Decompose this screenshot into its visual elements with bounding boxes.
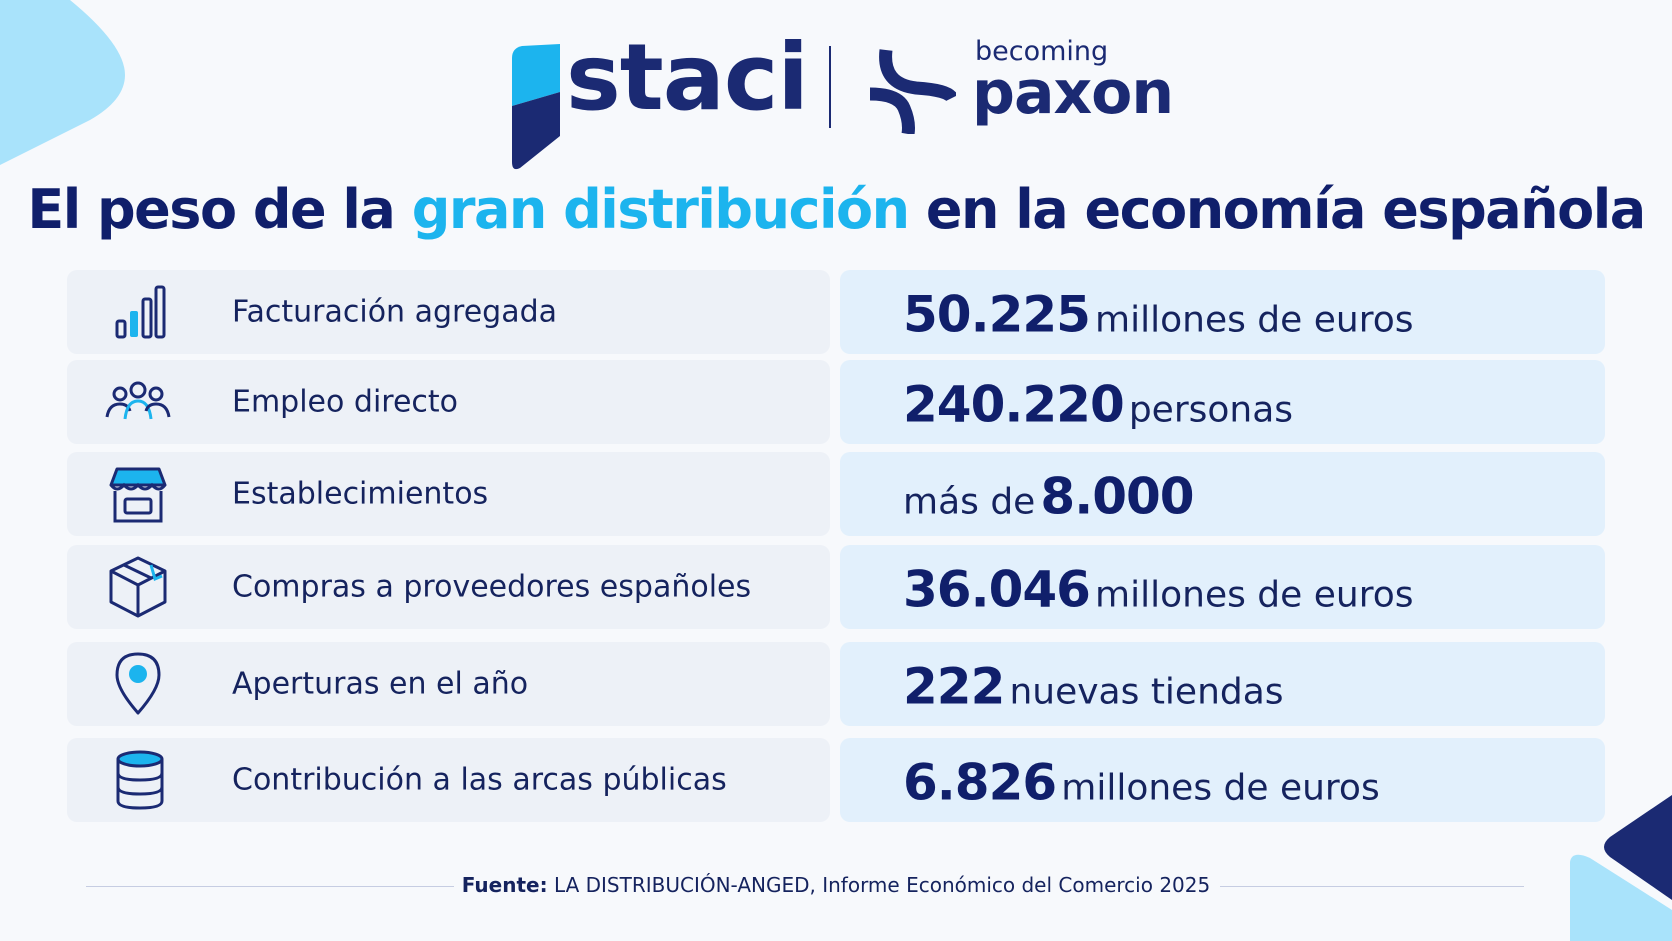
stat-label: Compras a proveedores españoles bbox=[232, 569, 752, 605]
stat-row-empleo: Empleo directo 240.220 personas bbox=[67, 360, 1605, 444]
stat-row-contribucion: Contribución a las arcas públicas 6.826 … bbox=[67, 738, 1605, 822]
stat-value-cell: 50.225 millones de euros bbox=[840, 270, 1605, 354]
title-part-2: en la economía española bbox=[925, 178, 1646, 241]
footer-rule-right bbox=[1220, 886, 1524, 887]
people-icon bbox=[105, 381, 171, 420]
stat-unit: millones de euros bbox=[1095, 574, 1414, 616]
paxon-logo-word: paxon bbox=[972, 58, 1174, 128]
stat-number: 8.000 bbox=[1040, 467, 1194, 526]
stat-value: 222 nuevas tiendas bbox=[903, 657, 1284, 715]
stat-label: Aperturas en el año bbox=[232, 666, 529, 702]
stat-row-establecimientos: Establecimientos más de 8.000 bbox=[67, 452, 1605, 536]
stat-value-cell: 36.046 millones de euros bbox=[840, 545, 1605, 629]
stat-value: 36.046 millones de euros bbox=[903, 560, 1414, 618]
stat-number: 50.225 bbox=[903, 285, 1091, 344]
stat-value-cell: 222 nuevas tiendas bbox=[840, 642, 1605, 726]
stat-label-cell: Empleo directo bbox=[67, 360, 830, 444]
stat-label: Contribución a las arcas públicas bbox=[232, 762, 727, 798]
stat-label: Establecimientos bbox=[232, 476, 489, 512]
page-title: El peso de la gran distribución en la ec… bbox=[0, 178, 1672, 241]
footer-rule-left bbox=[86, 886, 454, 887]
stat-number: 36.046 bbox=[903, 560, 1091, 619]
source-text: LA DISTRIBUCIÓN-ANGED, Informe Económico… bbox=[553, 873, 1211, 897]
coin-stack-icon bbox=[116, 750, 164, 810]
corner-triangle-bottom-right-light bbox=[1570, 854, 1672, 941]
stat-label: Empleo directo bbox=[232, 384, 459, 420]
source-footer: Fuente: LA DISTRIBUCIÓN-ANGED, Informe E… bbox=[0, 873, 1672, 897]
staci-logo-word: staci bbox=[566, 24, 809, 131]
stat-value-cell: 240.220 personas bbox=[840, 360, 1605, 444]
paxon-logo-mark bbox=[869, 49, 956, 134]
stat-label-cell: Compras a proveedores españoles bbox=[67, 545, 830, 629]
stat-label-cell: Contribución a las arcas públicas bbox=[67, 738, 830, 822]
title-accent: gran distribución bbox=[411, 178, 910, 241]
stat-value: 50.225 millones de euros bbox=[903, 285, 1414, 343]
source-label: Fuente: bbox=[461, 873, 548, 897]
storefront-icon bbox=[109, 467, 167, 523]
stat-number: 6.826 bbox=[903, 753, 1057, 812]
corner-triangle-top-left bbox=[0, 0, 125, 165]
stat-label-cell: Aperturas en el año bbox=[67, 642, 830, 726]
stat-number: 240.220 bbox=[903, 375, 1125, 434]
logo-divider bbox=[829, 46, 831, 128]
stat-label-cell: Facturación agregada bbox=[67, 270, 830, 354]
stat-unit: personas bbox=[1128, 389, 1294, 431]
box-icon bbox=[109, 556, 167, 618]
stat-row-compras: Compras a proveedores españoles 36.046 m… bbox=[67, 545, 1605, 629]
stat-number: 222 bbox=[903, 657, 1005, 716]
stat-prefix: más de bbox=[903, 481, 1036, 523]
bar-chart-icon bbox=[115, 285, 166, 339]
stat-value-cell: 6.826 millones de euros bbox=[840, 738, 1605, 822]
stat-row-facturacion: Facturación agregada 50.225 millones de … bbox=[67, 270, 1605, 354]
title-part-1: El peso de la bbox=[27, 178, 396, 241]
stat-label: Facturación agregada bbox=[232, 294, 558, 330]
staci-logo-mark bbox=[512, 44, 560, 170]
stat-value-cell: más de 8.000 bbox=[840, 452, 1605, 536]
brand-header: staci becoming paxon bbox=[0, 24, 1672, 170]
stat-value: 240.220 personas bbox=[903, 375, 1293, 433]
map-pin-icon bbox=[115, 652, 161, 715]
stat-label-cell: Establecimientos bbox=[67, 452, 830, 536]
stat-value: 6.826 millones de euros bbox=[903, 753, 1380, 811]
stat-value: más de 8.000 bbox=[903, 467, 1195, 526]
corner-triangle-bottom-right-dark bbox=[1604, 795, 1672, 900]
stat-unit: millones de euros bbox=[1095, 299, 1414, 341]
stat-row-aperturas: Aperturas en el año 222 nuevas tiendas bbox=[67, 642, 1605, 726]
becoming-label: becoming bbox=[975, 36, 1109, 67]
stat-unit: millones de euros bbox=[1061, 767, 1380, 809]
stat-unit: nuevas tiendas bbox=[1009, 671, 1284, 713]
